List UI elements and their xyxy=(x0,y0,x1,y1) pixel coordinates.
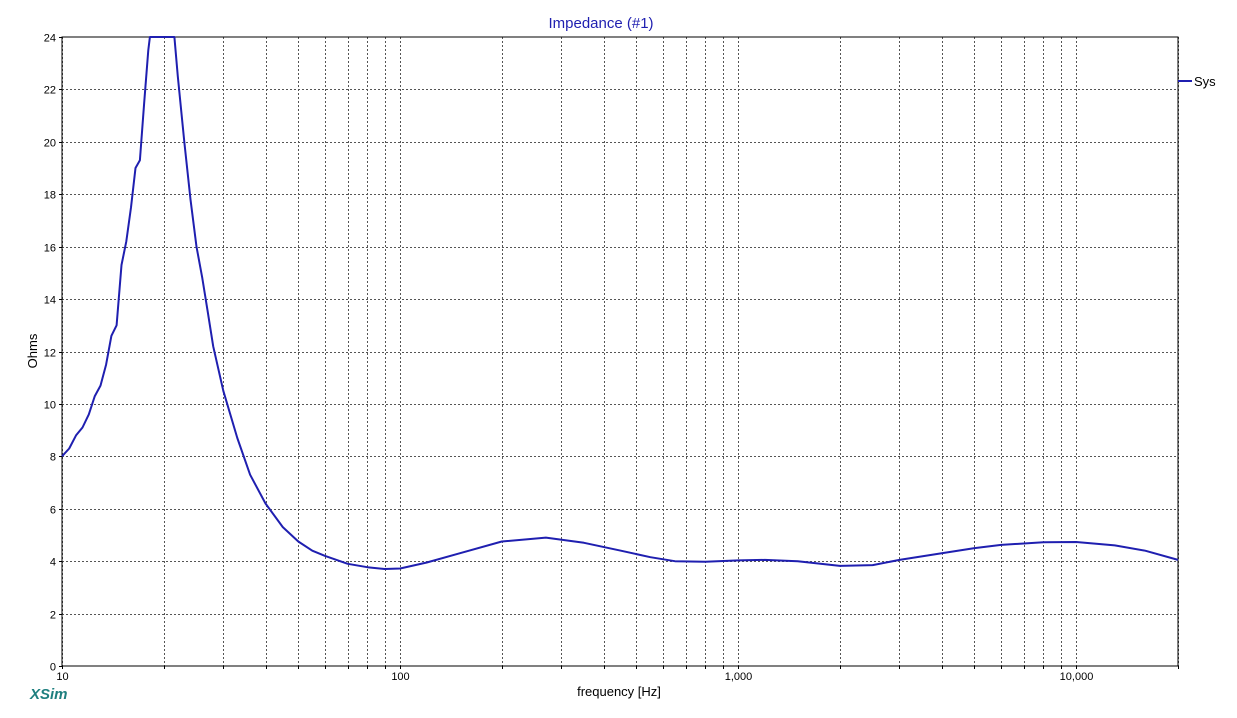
y-tick-label: 8 xyxy=(50,452,56,464)
series-line-sys xyxy=(61,36,1179,570)
grid xyxy=(62,37,1179,666)
y-tick-label: 14 xyxy=(44,295,56,307)
y-tick-label: 6 xyxy=(50,505,56,517)
chart-title: Impedance (#1) xyxy=(548,15,653,32)
series-layer xyxy=(61,36,1179,570)
x-axis-label: frequency [Hz] xyxy=(577,684,661,699)
legend: Sys xyxy=(1178,74,1216,89)
legend-label-sys: Sys xyxy=(1194,74,1216,89)
plot-frame xyxy=(61,36,1179,667)
x-tick-label: 10 xyxy=(56,671,68,683)
y-tick-label: 22 xyxy=(44,85,56,97)
x-axis-ticks: 10 100 1,000 10,000 xyxy=(56,666,1179,683)
y-tick-label: 24 xyxy=(44,33,56,45)
y-tick-label: 2 xyxy=(50,610,56,622)
y-tick-label: 0 xyxy=(50,662,56,674)
y-tick-label: 20 xyxy=(44,138,56,150)
y-tick-label: 18 xyxy=(44,190,56,202)
y-tick-label: 16 xyxy=(44,243,56,255)
y-tick-label: 10 xyxy=(44,400,56,412)
x-tick-label: 100 xyxy=(391,671,409,683)
x-tick-label: 1,000 xyxy=(725,671,753,683)
y-axis-label: Ohms xyxy=(25,333,40,368)
app-logo: XSim xyxy=(30,686,68,703)
y-tick-label: 4 xyxy=(50,557,56,569)
y-tick-label: 12 xyxy=(44,348,56,360)
x-tick-label: 10,000 xyxy=(1060,671,1094,683)
